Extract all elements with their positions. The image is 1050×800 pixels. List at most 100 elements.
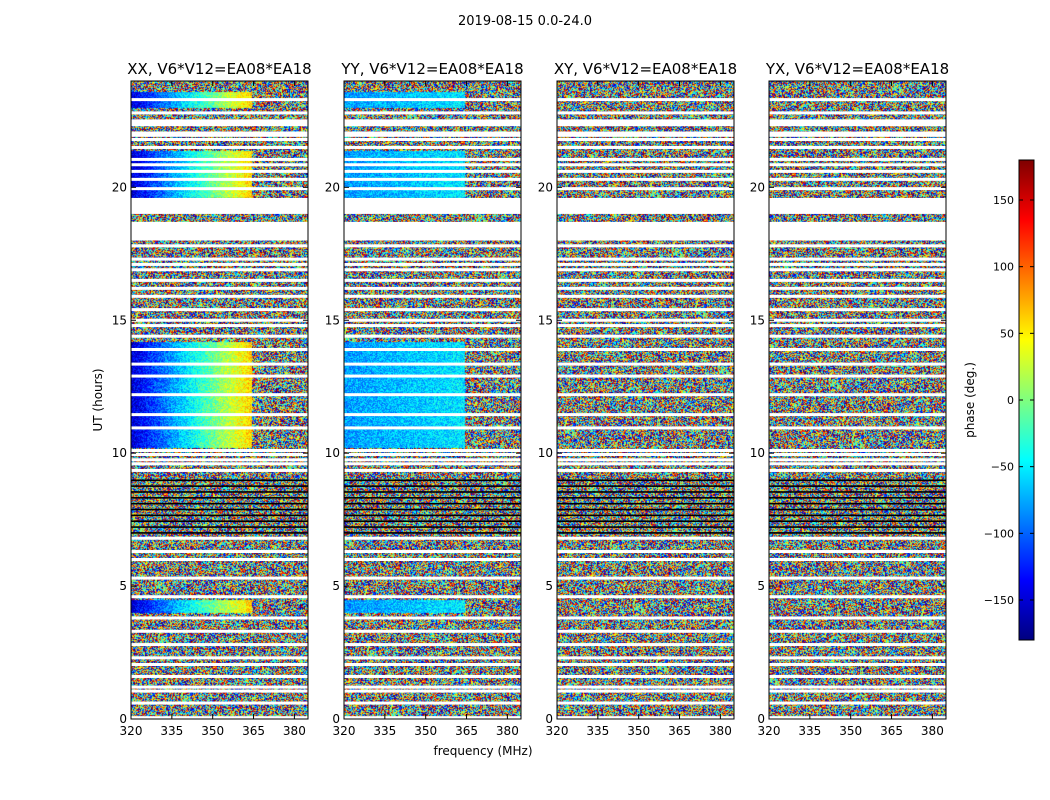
flagged-row [131, 324, 308, 328]
rfi-line [769, 485, 946, 487]
flagged-row [131, 294, 308, 298]
flagged-row [344, 294, 521, 298]
flagged-row [557, 374, 734, 378]
flagged-row [344, 452, 521, 456]
y-tick-label: 10 [112, 446, 127, 460]
y-tick-label: 20 [325, 180, 340, 194]
x-tick-label: 380 [283, 724, 306, 738]
flagged-row [344, 244, 521, 248]
flagged-row [557, 324, 734, 328]
colorbar-tick-label: 150 [993, 194, 1014, 207]
flagged-row [557, 629, 734, 633]
rfi-line [557, 532, 734, 534]
flagged-range [557, 120, 734, 127]
flagged-row [557, 169, 734, 173]
flagged-row [557, 278, 734, 282]
flagged-row [131, 663, 308, 667]
flagged-row [769, 244, 946, 248]
flagged-row [131, 685, 308, 689]
rfi-line [557, 485, 734, 487]
flagged-row [557, 268, 734, 272]
flagged-row [344, 462, 521, 466]
flagged-row [769, 286, 946, 290]
flagged-row [557, 426, 734, 430]
flagged-row [769, 616, 946, 620]
flagged-row [769, 462, 946, 466]
x-tick-label: 350 [627, 724, 650, 738]
flagged-row [557, 616, 734, 620]
rfi-line [769, 497, 946, 499]
flagged-row [131, 462, 308, 466]
flagged-row [769, 334, 946, 338]
flagged-row [557, 262, 734, 266]
flagged-row [557, 98, 734, 102]
rfi-line [344, 502, 521, 505]
colorbar: −150 −100 −50 0 50 100 150 phase (deg.) [963, 159, 1035, 641]
flagged-row [557, 558, 734, 561]
x-tick-label: 335 [798, 724, 821, 738]
y-tick-label: 20 [112, 180, 127, 194]
flagged-range [131, 221, 308, 241]
flagged-row [769, 701, 946, 705]
flagged-range [131, 197, 308, 214]
rfi-line [557, 514, 734, 517]
flagged-row [557, 347, 734, 351]
flagged-row [769, 558, 946, 561]
x-tick-label: 335 [586, 724, 609, 738]
flagged-row [131, 268, 308, 272]
flagged-row [769, 663, 946, 667]
flagged-row [131, 374, 308, 378]
flagged-row [769, 308, 946, 312]
flagged-range [131, 120, 308, 127]
flagged-row [769, 187, 946, 191]
rfi-line [344, 508, 521, 511]
flagged-row [344, 187, 521, 191]
rfi-line [131, 520, 308, 523]
y-tick-label: 15 [325, 313, 340, 327]
flagged-row [769, 137, 946, 141]
y-tick-label: 0 [119, 712, 127, 726]
rfi-line [557, 526, 734, 528]
flagged-row [344, 616, 521, 620]
flagged-row [769, 550, 946, 554]
panel-frame [130, 80, 309, 720]
flagged-range [769, 221, 946, 241]
flagged-row [344, 656, 521, 660]
flagged-row [131, 111, 308, 115]
flagged-row [131, 334, 308, 338]
flagged-row [557, 685, 734, 689]
x-tick-label: 350 [414, 724, 437, 738]
flagged-row [344, 324, 521, 328]
y-tick-label: 20 [750, 180, 765, 194]
flagged-row [131, 145, 308, 149]
flagged-row [557, 177, 734, 181]
x-tick-label: 320 [758, 724, 781, 738]
flagged-range [557, 221, 734, 241]
flagged-row [557, 294, 734, 298]
flagged-range [557, 197, 734, 214]
rfi-line [344, 532, 521, 534]
flagged-row [769, 685, 946, 689]
flagged-row [344, 449, 521, 453]
flagged-row [557, 663, 734, 667]
flagged-row [769, 111, 946, 115]
x-tick-label: 380 [921, 724, 944, 738]
rfi-line [769, 514, 946, 517]
flagged-row [131, 262, 308, 266]
panel-xx: XX, V6*V12=EA08*EA18 320 335 350 365 380 0 5 10 1… [112, 60, 312, 738]
y-tick-label: 10 [538, 446, 553, 460]
y-tick-label: 15 [112, 313, 127, 327]
flagged-row [131, 536, 308, 540]
flagged-row [131, 257, 308, 261]
flagged-row [344, 98, 521, 102]
rfi-line [131, 508, 308, 511]
flagged-row [344, 169, 521, 173]
flagged-row [344, 163, 521, 167]
flagged-row [344, 458, 521, 462]
flagged-row [344, 643, 521, 647]
flagged-row [769, 449, 946, 453]
flagged-row [557, 413, 734, 417]
flagged-row [344, 468, 521, 472]
rfi-line [557, 491, 734, 493]
